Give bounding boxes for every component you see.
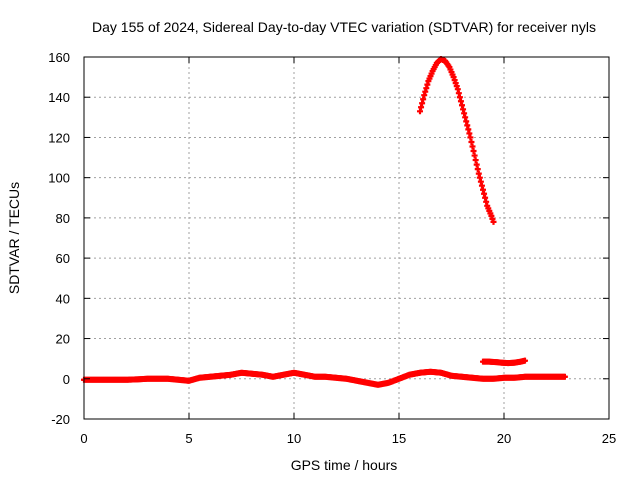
grid-lines	[84, 57, 609, 419]
y-tick-label: 0	[63, 372, 70, 387]
plot-frame	[83, 56, 610, 420]
y-tick-label: 60	[56, 251, 70, 266]
y-tick-label: 20	[56, 332, 70, 347]
x-ticks: 0 5 10 15 20 25	[80, 57, 616, 446]
y-tick-label: 140	[48, 90, 70, 105]
chart-title: Day 155 of 2024, Sidereal Day-to-day VTE…	[92, 19, 596, 35]
data-point	[490, 218, 497, 225]
y-tick-label: 120	[48, 130, 70, 145]
y-tick-label: 160	[48, 50, 70, 65]
x-axis-label: GPS time / hours	[291, 457, 398, 473]
data-point	[522, 357, 528, 364]
data-points	[81, 56, 568, 388]
x-tick-label: 15	[392, 431, 406, 446]
data-point	[561, 373, 568, 380]
x-tick-label: 25	[602, 431, 616, 446]
x-tick-label: 5	[185, 431, 192, 446]
x-tick-label: 20	[497, 431, 511, 446]
y-tick-label: -20	[51, 412, 70, 427]
y-ticks: -20 0 20 40 60 80 100 120 140 160	[48, 50, 609, 427]
y-tick-label: 80	[56, 211, 70, 226]
x-tick-label: 0	[80, 431, 87, 446]
y-tick-label: 100	[48, 171, 70, 186]
x-tick-label: 10	[287, 431, 301, 446]
y-axis-label: SDTVAR / TECUs	[6, 182, 22, 294]
y-tick-label: 40	[56, 291, 70, 306]
